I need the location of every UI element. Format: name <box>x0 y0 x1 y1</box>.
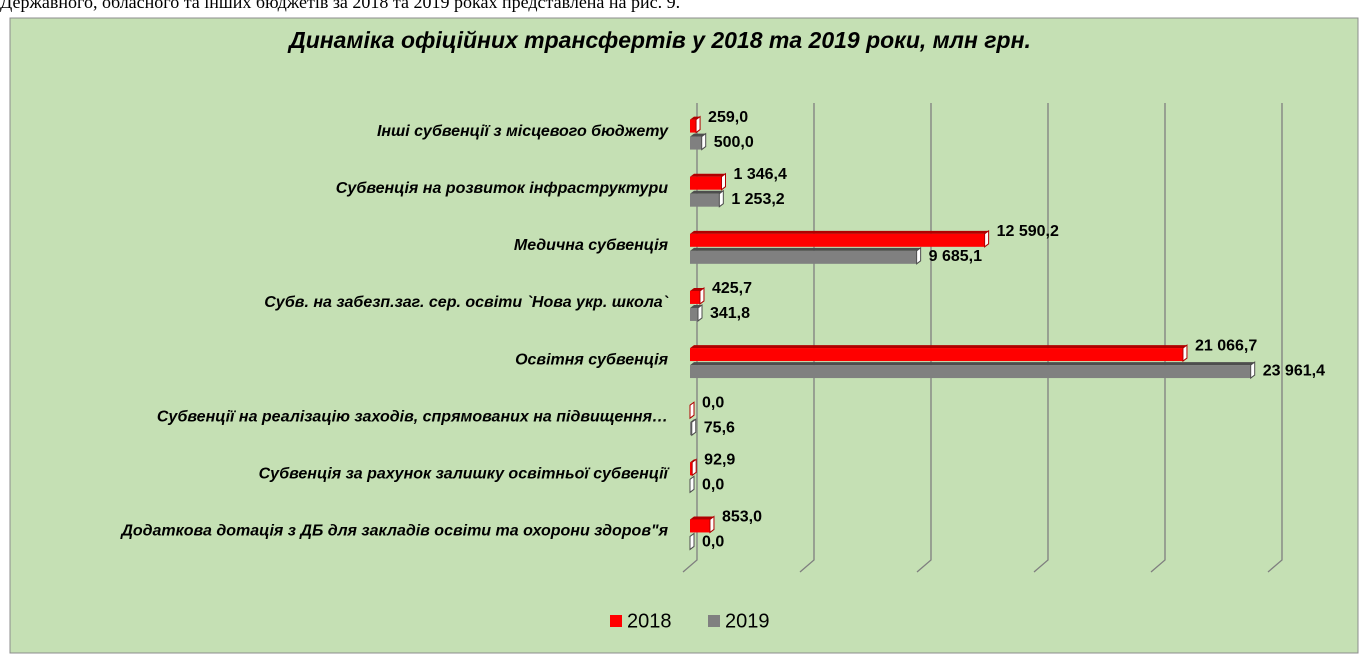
bar-side <box>689 475 695 494</box>
grid-line <box>1150 103 1166 573</box>
bar-side <box>691 458 697 477</box>
y-tick-label: Субвенція на розвиток інфраструктури <box>336 180 668 197</box>
bar-side <box>916 246 922 265</box>
value-label: 9 685,1 <box>929 248 982 265</box>
value-label: 75,6 <box>704 419 735 436</box>
bar <box>690 422 692 436</box>
bar <box>690 519 710 533</box>
bar-top <box>690 345 1187 349</box>
bar <box>690 193 720 207</box>
bar-top <box>690 190 724 194</box>
bar-side <box>1182 344 1188 363</box>
bar <box>690 365 1251 379</box>
caption: Державного, обласного та інших бюджетів … <box>0 0 680 12</box>
bar-top <box>690 173 726 177</box>
bar <box>690 462 693 476</box>
value-label: 1 253,2 <box>731 191 784 208</box>
value-label: 92,9 <box>704 452 735 469</box>
bar-side <box>699 286 705 305</box>
bar-side <box>689 532 695 551</box>
grid-line <box>1267 103 1283 573</box>
bar-side <box>718 189 724 208</box>
legend-swatch <box>610 615 622 627</box>
y-tick-label: Медична субвенція <box>514 237 669 254</box>
value-label: 12 590,2 <box>997 223 1059 240</box>
bar-side <box>721 172 727 191</box>
bar-side <box>697 303 703 322</box>
value-label: 853,0 <box>722 509 762 526</box>
chart-title: Динаміка офіційних трансфертів у 2018 та… <box>287 27 1031 53</box>
bar <box>690 290 700 304</box>
y-tick-label: Інші субвенції з місцевого бюджету <box>377 123 669 140</box>
legend-swatch <box>708 615 720 627</box>
bar <box>690 250 917 264</box>
value-label: 0,0 <box>702 394 724 411</box>
y-tick-label: Субвенції на реалізацію заходів, спрямов… <box>157 408 668 425</box>
value-label: 341,8 <box>710 305 750 322</box>
y-tick-label: Додаткова дотація з ДБ для закладів осві… <box>119 523 668 540</box>
bar-side <box>691 418 697 437</box>
bar <box>690 233 985 247</box>
value-label: 0,0 <box>702 477 724 494</box>
bar-side <box>709 515 715 534</box>
value-label: 259,0 <box>708 109 748 126</box>
y-tick-label: Субв. на забезп.заг. сер. освіти `Нова у… <box>264 294 668 311</box>
chart-area <box>9 17 1359 654</box>
grid-line <box>1033 103 1049 573</box>
bar-top <box>690 247 921 251</box>
bar-top <box>690 516 714 520</box>
bar-top <box>690 362 1255 366</box>
bar-top <box>690 133 706 137</box>
bar-top <box>690 304 702 308</box>
bar <box>690 307 698 321</box>
value-label: 1 346,4 <box>734 166 787 183</box>
bar-top <box>690 116 701 120</box>
value-label: 21 066,7 <box>1195 337 1257 354</box>
bar <box>690 348 1183 362</box>
grid-line <box>916 103 932 573</box>
bar <box>690 119 697 133</box>
legend-label: 2019 <box>725 610 770 632</box>
bar-side <box>1250 361 1256 380</box>
bar <box>690 136 702 150</box>
y-tick-label: Субвенція за рахунок залишку освітньої с… <box>259 466 671 483</box>
value-label: 0,0 <box>702 534 724 551</box>
bar-top <box>690 230 989 234</box>
legend-label: 2018 <box>627 610 672 632</box>
value-label: 425,7 <box>712 280 752 297</box>
bar-side <box>984 229 990 248</box>
bar-side <box>701 132 707 151</box>
bar-side <box>689 401 695 420</box>
bar <box>690 176 722 190</box>
y-tick-label: Освітня субвенція <box>515 351 669 368</box>
bar-side <box>695 115 701 134</box>
value-label: 23 961,4 <box>1263 362 1325 379</box>
value-label: 500,0 <box>714 134 754 151</box>
